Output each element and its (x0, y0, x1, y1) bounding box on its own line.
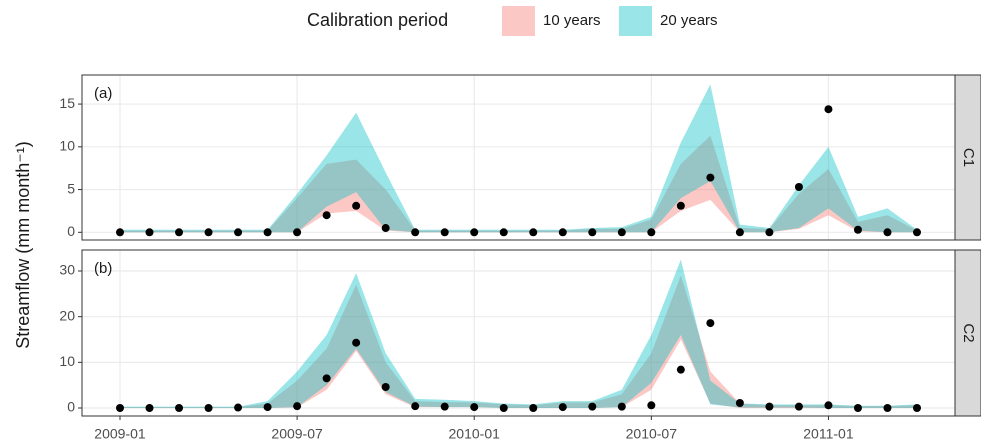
observed-point (913, 404, 921, 413)
observed-point (647, 228, 656, 237)
observed-point (676, 201, 685, 210)
observed-point (322, 374, 331, 383)
panel-label: (a) (94, 85, 112, 102)
panel-bg (82, 250, 955, 416)
observed-point (204, 404, 213, 413)
y-tick-label: 15 (59, 95, 75, 111)
observed-point (204, 228, 213, 237)
x-tick-label: 2010-01 (449, 426, 501, 442)
observed-point (765, 402, 774, 411)
x-tick-label: 2010-07 (626, 426, 678, 442)
legend-label: 10 years (543, 12, 601, 29)
observed-point (529, 228, 538, 237)
observed-point (706, 173, 715, 182)
observed-point (735, 398, 744, 407)
strip (954, 74, 981, 241)
observed-point (794, 402, 803, 411)
observed-point (558, 403, 567, 412)
observed-point (647, 401, 656, 410)
ribbon (120, 275, 917, 409)
y-tick-label: 5 (67, 180, 75, 196)
observed-point (735, 228, 744, 237)
observed-point (411, 228, 420, 237)
observed-point (794, 182, 803, 191)
observed-point (145, 404, 154, 413)
x-tick-label: 2009-07 (271, 426, 323, 442)
observed-point (883, 228, 892, 237)
ribbon (120, 135, 917, 233)
y-tick-label: 10 (59, 353, 75, 369)
observed-point (853, 404, 862, 413)
observed-point (411, 402, 420, 411)
x-tick-label: 2009-01 (94, 426, 146, 442)
observed-point (676, 365, 685, 374)
y-tick-label: 10 (59, 138, 75, 154)
observed-point (824, 105, 833, 114)
strip-label: C2 (960, 323, 977, 342)
observed-point (263, 403, 272, 412)
panel-label: (b) (94, 260, 112, 277)
observed-point (352, 201, 361, 210)
legend-label: 20 years (660, 12, 718, 29)
observed-point (263, 228, 272, 237)
ribbon (120, 84, 917, 233)
observed-point (499, 404, 508, 413)
observed-point (234, 228, 243, 237)
observed-point (470, 228, 479, 237)
observed-point (293, 228, 302, 237)
observed-point (588, 402, 597, 411)
y-tick-label: 20 (59, 307, 75, 323)
observed-point (116, 228, 124, 237)
observed-point (706, 319, 715, 328)
legend-key (619, 6, 652, 36)
observed-point (529, 404, 538, 413)
observed-point (853, 225, 862, 234)
observed-point (558, 228, 567, 237)
observed-point (440, 402, 449, 411)
panel-bg (82, 75, 955, 240)
observed-point (588, 228, 597, 237)
observed-point (499, 228, 508, 237)
observed-point (883, 404, 892, 413)
legend-title: Calibration period (307, 10, 448, 30)
observed-point (175, 404, 184, 413)
observed-point (913, 228, 921, 237)
observed-point (175, 228, 184, 237)
strip (954, 249, 981, 417)
observed-point (617, 402, 626, 411)
y-tick-label: 0 (67, 399, 75, 415)
observed-point (617, 228, 626, 237)
observed-point (322, 211, 331, 220)
observed-point (352, 338, 361, 347)
y-axis-label: Streamflow (mm month⁻¹) (13, 141, 33, 349)
y-tick-label: 0 (67, 223, 75, 239)
legend-key (502, 6, 535, 36)
observed-point (234, 403, 243, 412)
observed-point (145, 228, 154, 237)
observed-point (116, 404, 124, 413)
strip-label: C1 (960, 148, 977, 167)
observed-point (293, 402, 302, 411)
ribbon (120, 259, 917, 409)
observed-point (765, 228, 774, 237)
x-tick-label: 2011-01 (803, 426, 854, 442)
observed-point (381, 383, 390, 392)
observed-point (470, 403, 479, 412)
observed-point (824, 401, 833, 410)
observed-point (381, 224, 390, 233)
y-tick-label: 30 (59, 262, 75, 278)
observed-point (440, 228, 449, 237)
